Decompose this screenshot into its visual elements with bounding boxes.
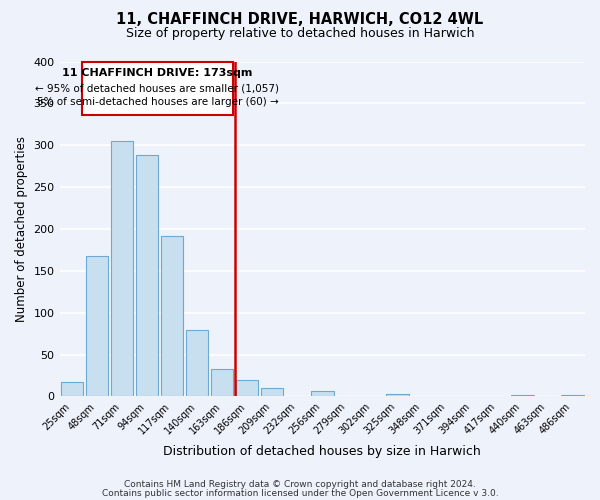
Bar <box>161 236 184 396</box>
Text: Contains public sector information licensed under the Open Government Licence v : Contains public sector information licen… <box>101 488 499 498</box>
Bar <box>111 141 133 397</box>
Text: Size of property relative to detached houses in Harwich: Size of property relative to detached ho… <box>126 28 474 40</box>
Text: 11 CHAFFINCH DRIVE: 173sqm: 11 CHAFFINCH DRIVE: 173sqm <box>62 68 253 78</box>
Bar <box>311 392 334 396</box>
Bar <box>236 380 259 396</box>
Bar <box>61 382 83 396</box>
Bar <box>511 394 534 396</box>
Bar <box>186 330 208 396</box>
Text: 11, CHAFFINCH DRIVE, HARWICH, CO12 4WL: 11, CHAFFINCH DRIVE, HARWICH, CO12 4WL <box>116 12 484 28</box>
Y-axis label: Number of detached properties: Number of detached properties <box>15 136 28 322</box>
FancyBboxPatch shape <box>82 62 233 115</box>
Text: ← 95% of detached houses are smaller (1,057): ← 95% of detached houses are smaller (1,… <box>35 84 280 94</box>
Bar <box>386 394 409 396</box>
X-axis label: Distribution of detached houses by size in Harwich: Distribution of detached houses by size … <box>163 444 481 458</box>
Bar <box>86 256 109 396</box>
Text: Contains HM Land Registry data © Crown copyright and database right 2024.: Contains HM Land Registry data © Crown c… <box>124 480 476 489</box>
Text: 5% of semi-detached houses are larger (60) →: 5% of semi-detached houses are larger (6… <box>37 96 278 106</box>
Bar <box>561 394 584 396</box>
Bar <box>261 388 283 396</box>
Bar <box>211 369 233 396</box>
Bar <box>136 156 158 396</box>
